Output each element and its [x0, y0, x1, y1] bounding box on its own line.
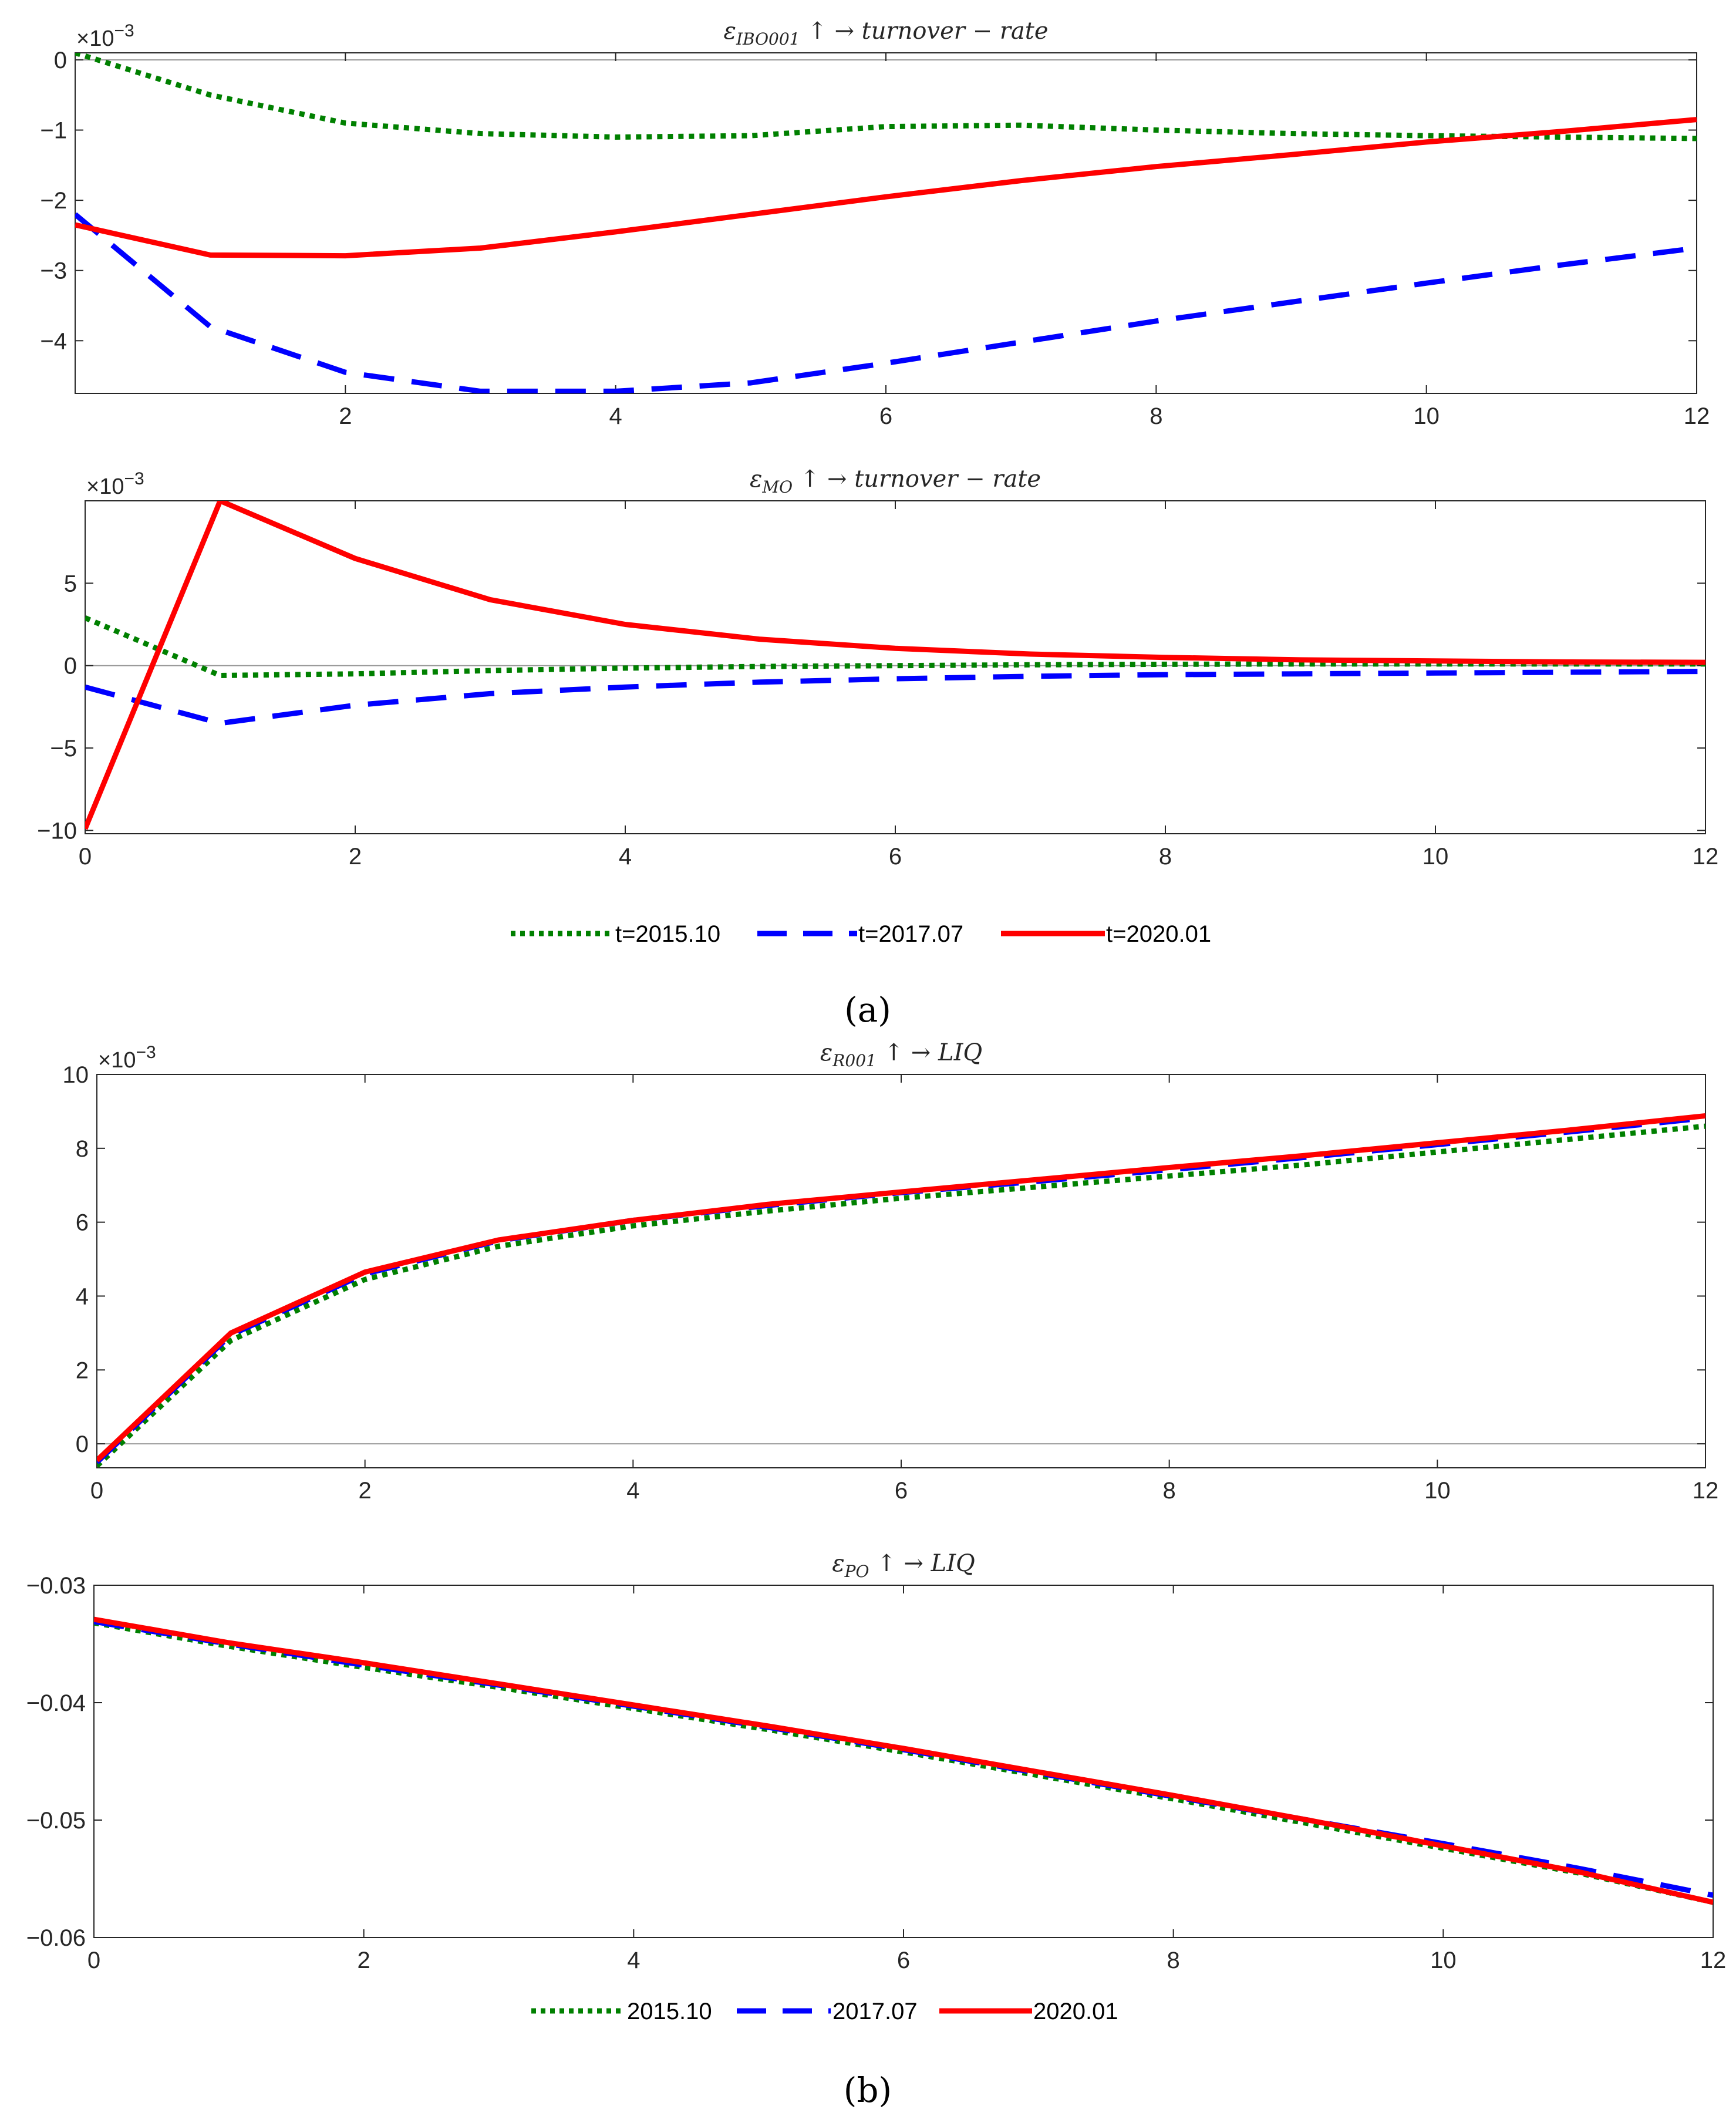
y-tick-label: −5	[50, 736, 77, 762]
chart-title-symbol: ε	[820, 1039, 832, 1066]
x-tick-label: 8	[1150, 403, 1162, 429]
chart-title-text: ↑ → turnover − rate	[800, 18, 1049, 45]
x-tick-label: 8	[1163, 1478, 1176, 1504]
legend-b-label-2020: 2020.01	[1033, 1999, 1118, 2024]
axes-box	[85, 500, 1706, 834]
y-tick-label: 10	[63, 1062, 89, 1088]
legend-a-label-2020: t=2020.01	[1106, 921, 1211, 947]
y-tick-label: −0.04	[26, 1690, 86, 1716]
chart-title-symbol: ε	[750, 466, 762, 493]
x-tick-label: 2	[349, 844, 362, 870]
series-line-202001	[94, 1616, 1713, 1905]
x-tick-label: 2	[358, 1947, 370, 1973]
plots-layer: 2 4 6 8 10 120−1−2−3−4×10−3 εIBO001 ↑ → turnov…	[26, 18, 1726, 1973]
axes-box	[96, 1074, 1706, 1468]
series-line-201510	[94, 1620, 1713, 1905]
series-line-201510	[75, 53, 1697, 141]
y-tick-label: −0.03	[26, 1573, 86, 1599]
chart-title-subscript: PO	[844, 1562, 869, 1581]
chart-title-symbol: ε	[723, 18, 736, 45]
y-exponent-label: ×10−3	[98, 1043, 156, 1073]
y-tick-label: 0	[64, 653, 77, 679]
panel-label-a: (a)	[844, 990, 891, 1030]
x-tick-label: 10	[1424, 1478, 1451, 1504]
axes-box	[75, 52, 1697, 394]
x-tick-label: 6	[897, 1947, 910, 1973]
x-tick-label: 0	[90, 1478, 103, 1504]
x-tick-label: 4	[626, 1478, 639, 1504]
chart-a-bottom: 0 2 4 6 8 10 12 5 0 −5 −10 ×10−3 εMO ↑ → turnover − …	[37, 466, 1718, 870]
series-line-201510	[97, 1123, 1705, 1468]
y-tick-label: 6	[76, 1210, 89, 1236]
x-tick-label: 10	[1413, 403, 1440, 429]
chart-title-subscript: R001	[832, 1051, 877, 1070]
chart-title: εIBO001 ↑ → turnover − rate	[723, 18, 1048, 49]
chart-a-top: 2 4 6 8 10 12 0 −1 −2 −3 −4 ×10−3 εIBO001 ↑ → turnov…	[40, 18, 1710, 429]
legend-b: 2015.10 2017.07 2020.01	[531, 1999, 1118, 2024]
axes-box	[93, 1585, 1714, 1938]
y-tick-label: 4	[76, 1283, 89, 1309]
x-tick-label: 10	[1430, 1947, 1457, 1973]
x-tick-label: 12	[1684, 403, 1710, 429]
x-tick-label: 0	[87, 1947, 100, 1973]
y-tick-label: 2	[76, 1357, 89, 1383]
chart-title-text: ↑ → LIQ	[869, 1550, 975, 1577]
x-tick-label: 0	[79, 844, 92, 870]
x-tick-label: 6	[895, 1478, 908, 1504]
chart-title-text: ↑ → turnover − rate	[793, 466, 1041, 493]
x-tick-label: 6	[889, 844, 902, 870]
chart-b-top: 0 2 4 6 8 10 12 10 8 6 4 2 0 ×10−3 εR001 ↑ → LIQ	[63, 1039, 1719, 1504]
series-line-201707	[97, 1115, 1705, 1464]
chart-b-bottom: 0 2 4 6 8 10 12 −0.03 −0.04 −0.05 −0.06 εPO ↑ → LIQ	[26, 1550, 1726, 1973]
series-line-202001	[85, 501, 1705, 830]
chart-title: εMO ↑ → turnover − rate	[750, 466, 1041, 497]
series-line-201707	[75, 212, 1697, 393]
y-tick-label: −1	[40, 118, 67, 144]
y-exponent-label: ×10−3	[76, 21, 134, 51]
legend-a-label-2015: t=2015.10	[615, 921, 720, 947]
y-tick-label: −2	[40, 188, 67, 214]
chart-title-subscript: IBO001	[736, 29, 800, 49]
x-tick-label: 2	[359, 1478, 372, 1504]
panel-label-b: (b)	[844, 2070, 892, 2110]
y-exponent-label: ×10−3	[86, 469, 144, 499]
legend-a: t=2015.10 t=2017.07 t=2020.01	[511, 921, 1211, 947]
series-line-201707	[85, 669, 1705, 726]
x-tick-label: 2	[339, 403, 352, 429]
x-tick-label: 4	[619, 844, 632, 870]
x-tick-label: 10	[1422, 844, 1449, 870]
y-tick-label: −10	[37, 818, 77, 844]
chart-title-symbol: ε	[832, 1550, 844, 1577]
series-line-202001	[75, 117, 1697, 259]
legend-a-label-2017: t=2017.07	[858, 921, 963, 947]
legend-b-label-2017: 2017.07	[832, 1999, 918, 2024]
x-tick-label: 12	[1700, 1947, 1727, 1973]
chart-title: εR001 ↑ → LIQ	[820, 1039, 982, 1070]
y-tick-label: 5	[64, 571, 77, 597]
legend-b-label-2015: 2015.10	[627, 1999, 712, 2024]
chart-title: εPO ↑ → LIQ	[832, 1550, 975, 1581]
y-tick-label: 0	[76, 1431, 89, 1457]
y-exponent-power: −3	[114, 21, 134, 41]
y-exponent-power: −3	[136, 1043, 156, 1062]
y-tick-label: −3	[40, 258, 67, 284]
x-tick-label: 12	[1693, 844, 1719, 870]
x-tick-label: 6	[879, 403, 892, 429]
y-tick-label: −0.06	[26, 1925, 86, 1951]
chart-title-subscript: MO	[761, 477, 793, 497]
y-exponent-power: −3	[124, 469, 144, 488]
x-tick-label: 12	[1693, 1478, 1719, 1504]
y-tick-label: 8	[76, 1136, 89, 1162]
y-tick-label: −4	[40, 328, 67, 354]
x-tick-label: 8	[1167, 1947, 1180, 1973]
x-tick-label: 4	[627, 1947, 640, 1973]
series-line-202001	[97, 1113, 1705, 1463]
y-tick-label: 0	[54, 48, 67, 73]
y-tick-label: −0.05	[26, 1808, 86, 1834]
x-tick-label: 8	[1159, 844, 1172, 870]
chart-title-text: ↑ → LIQ	[877, 1039, 982, 1066]
x-tick-label: 4	[609, 403, 622, 429]
